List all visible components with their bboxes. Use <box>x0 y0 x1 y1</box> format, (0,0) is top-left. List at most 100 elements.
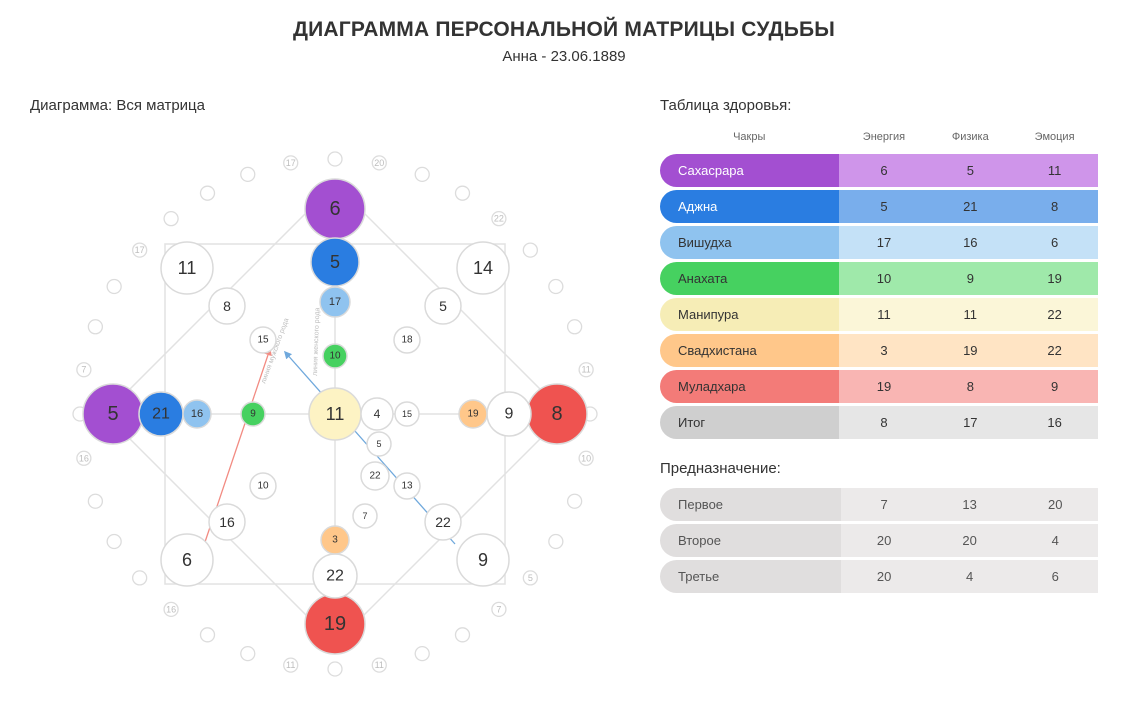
health-row-name: Манипура <box>660 298 839 331</box>
svg-text:5: 5 <box>528 573 533 583</box>
purpose-row-1: Второе20204 <box>660 524 1098 557</box>
svg-text:16: 16 <box>191 408 203 420</box>
node-bottom-red: 19 <box>305 594 365 654</box>
purpose-cell: 20 <box>1012 488 1098 521</box>
purpose-cell: 20 <box>927 524 1013 557</box>
health-cell: 9 <box>929 262 1011 295</box>
health-table: ЧакрыЭнергияФизикаЭмоция Сахасрара6511Ад… <box>660 124 1098 442</box>
svg-text:6: 6 <box>182 550 192 570</box>
svg-text:13: 13 <box>401 481 413 492</box>
health-row-5: Свадхистана31922 <box>660 334 1098 367</box>
node-right-red: 8 <box>527 384 587 444</box>
purpose-cell: 6 <box>1012 560 1098 593</box>
node-center-d2: 22 <box>361 462 389 490</box>
svg-text:4: 4 <box>374 407 381 421</box>
svg-text:15: 15 <box>257 335 269 346</box>
node-center-d1: 5 <box>367 432 391 456</box>
health-cell: 5 <box>929 154 1011 187</box>
svg-text:16: 16 <box>79 453 89 463</box>
svg-text:22: 22 <box>435 514 451 530</box>
svg-text:11: 11 <box>178 258 197 278</box>
svg-text:20: 20 <box>374 158 384 168</box>
node-top-ltblue: 17 <box>320 287 350 317</box>
svg-text:19: 19 <box>467 409 479 420</box>
svg-text:16: 16 <box>166 604 176 614</box>
purpose-cell: 4 <box>927 560 1013 593</box>
diagram-heading: Диаграмма: Вся матрица <box>30 97 640 114</box>
node-bl-big: 6 <box>161 534 213 586</box>
page-subtitle: Анна - 23.06.1889 <box>0 48 1128 65</box>
health-row-1: Аджна5218 <box>660 190 1098 223</box>
node-tr-mid: 5 <box>425 288 461 324</box>
node-center-b: 7 <box>353 504 377 528</box>
node-tr-big: 14 <box>457 242 509 294</box>
svg-text:19: 19 <box>324 613 346 635</box>
purpose-row-name: Второе <box>660 524 841 557</box>
svg-text:14: 14 <box>473 258 493 278</box>
svg-text:16: 16 <box>219 514 235 530</box>
health-cell: 16 <box>929 226 1011 259</box>
svg-text:5: 5 <box>330 252 340 272</box>
health-cell: 22 <box>1011 298 1098 331</box>
node-right-w1: 9 <box>487 392 531 436</box>
node-bottom-orange: 3 <box>321 526 349 554</box>
health-row-4: Манипура111122 <box>660 298 1098 331</box>
node-right-orange: 19 <box>459 400 487 428</box>
health-cell: 16 <box>1011 406 1098 439</box>
health-cell: 17 <box>929 406 1011 439</box>
svg-text:18: 18 <box>401 335 413 346</box>
health-cell: 22 <box>1011 334 1098 367</box>
health-cell: 6 <box>1011 226 1098 259</box>
node-tl-big: 11 <box>161 242 213 294</box>
health-cell: 11 <box>839 298 930 331</box>
health-cell: 19 <box>1011 262 1098 295</box>
matrix-diagram: 20221110571111161671717 линия мужского р… <box>55 124 615 684</box>
svg-text:11: 11 <box>326 404 345 424</box>
purpose-row-0: Первое71320 <box>660 488 1098 521</box>
svg-text:22: 22 <box>494 214 504 224</box>
node-top-blue: 5 <box>311 238 359 286</box>
purpose-cell: 20 <box>841 524 927 557</box>
health-col-2: Физика <box>929 127 1011 151</box>
health-cell: 21 <box>929 190 1011 223</box>
health-cell: 8 <box>1011 190 1098 223</box>
node-tl-sml: 15 <box>250 327 276 353</box>
health-row-name: Анахата <box>660 262 839 295</box>
health-col-0: Чакры <box>660 127 839 151</box>
node-bl-mid: 16 <box>209 504 245 540</box>
svg-text:9: 9 <box>505 406 514 423</box>
svg-text:9: 9 <box>250 409 256 420</box>
health-cell: 17 <box>839 226 930 259</box>
node-center-r1: 4 <box>361 398 393 430</box>
health-cell: 8 <box>929 370 1011 403</box>
svg-text:21: 21 <box>152 406 170 423</box>
health-cell: 19 <box>929 334 1011 367</box>
health-row-3: Анахата10919 <box>660 262 1098 295</box>
purpose-row-2: Третье2046 <box>660 560 1098 593</box>
health-cell: 8 <box>839 406 930 439</box>
svg-text:11: 11 <box>286 660 295 670</box>
health-col-1: Энергия <box>839 127 930 151</box>
svg-text:6: 6 <box>329 198 340 220</box>
node-bottom-w1: 22 <box>313 554 357 598</box>
purpose-table: Первое71320Второе20204Третье2046 <box>660 485 1098 596</box>
svg-text:10: 10 <box>329 351 341 362</box>
purpose-row-name: Первое <box>660 488 841 521</box>
health-row-name: Вишудха <box>660 226 839 259</box>
health-col-3: Эмоция <box>1011 127 1098 151</box>
svg-text:17: 17 <box>329 296 341 308</box>
node-top-purple: 6 <box>305 179 365 239</box>
page-title: ДИАГРАММА ПЕРСОНАЛЬНОЙ МАТРИЦЫ СУДЬБЫ <box>0 18 1128 42</box>
svg-text:5: 5 <box>439 298 447 314</box>
svg-text:22: 22 <box>369 471 381 482</box>
node-br-mid: 22 <box>425 504 461 540</box>
node-center-r2: 15 <box>395 402 419 426</box>
health-cell: 11 <box>1011 154 1098 187</box>
purpose-heading: Предназначение: <box>660 460 1098 477</box>
node-left-ltblue: 16 <box>183 400 211 428</box>
svg-text:9: 9 <box>478 550 488 570</box>
svg-text:7: 7 <box>81 365 86 375</box>
node-br-big: 9 <box>457 534 509 586</box>
health-cell: 6 <box>839 154 930 187</box>
svg-text:линия женского рода: линия женского рода <box>312 307 321 376</box>
